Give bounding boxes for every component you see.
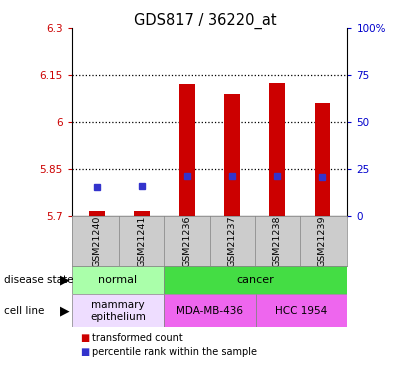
Bar [164, 294, 256, 327]
Text: ■: ■ [80, 333, 90, 343]
Text: cancer: cancer [237, 275, 275, 285]
Text: GSM21236: GSM21236 [182, 215, 192, 267]
Text: ▶: ▶ [60, 274, 70, 287]
Bar [270, 83, 285, 216]
Text: normal: normal [98, 275, 137, 285]
Text: cell line: cell line [4, 306, 44, 316]
Bar [72, 266, 164, 294]
Bar [164, 266, 347, 294]
Text: GSM21239: GSM21239 [318, 215, 327, 267]
Text: ▶: ▶ [60, 304, 70, 317]
Text: MDA-MB-436: MDA-MB-436 [176, 306, 243, 316]
Text: disease state: disease state [4, 275, 74, 285]
Text: HCC 1954: HCC 1954 [275, 306, 328, 316]
Text: ■: ■ [80, 347, 90, 357]
Text: mammary
epithelium: mammary epithelium [90, 300, 146, 322]
Text: GSM21237: GSM21237 [228, 215, 237, 267]
Text: percentile rank within the sample: percentile rank within the sample [92, 347, 257, 357]
Text: GDS817 / 36220_at: GDS817 / 36220_at [134, 13, 277, 29]
Bar [256, 294, 347, 327]
Text: GSM21241: GSM21241 [137, 215, 146, 267]
Text: GSM21238: GSM21238 [273, 215, 282, 267]
Text: transformed count: transformed count [92, 333, 183, 343]
Bar [134, 211, 150, 216]
Bar [89, 211, 105, 216]
Text: GSM21240: GSM21240 [92, 215, 101, 267]
Bar [314, 103, 330, 216]
Bar [72, 294, 164, 327]
Bar [179, 84, 195, 216]
Bar [224, 94, 240, 216]
